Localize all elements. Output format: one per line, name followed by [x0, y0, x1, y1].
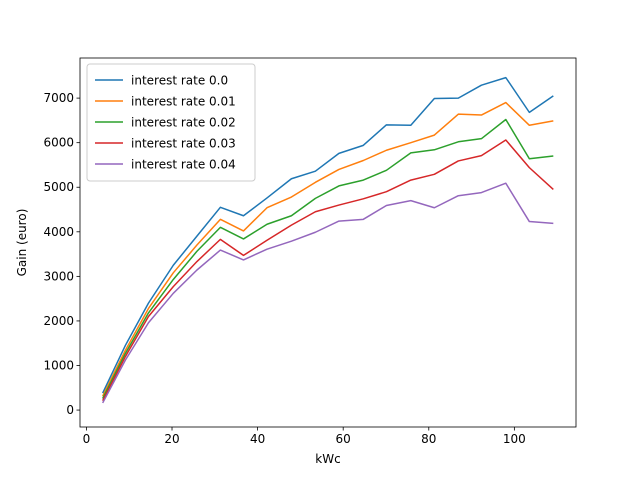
y-tick-label: 3000 — [43, 269, 74, 283]
y-tick-label: 4000 — [43, 225, 74, 239]
y-tick-label: 6000 — [43, 136, 74, 150]
y-tick-label: 0 — [66, 403, 74, 417]
series-line-2 — [102, 118, 554, 399]
x-tick-label: 100 — [503, 432, 526, 446]
series-lines — [102, 76, 554, 404]
series-line-1 — [102, 101, 554, 397]
x-tick-label: 80 — [421, 432, 436, 446]
legend-box — [86, 63, 256, 182]
y-tick-label: 5000 — [43, 180, 74, 194]
y-axis-ticks: 0 1000 2000 3000 4000 5000 6000 7000 — [43, 91, 80, 417]
legend-label-0: interest rate 0.0 — [131, 74, 228, 88]
x-axis-label: kWc — [315, 452, 340, 466]
x-tick-label: 40 — [250, 432, 265, 446]
legend-label-1: interest rate 0.01 — [131, 95, 236, 109]
y-axis-label: Gain (euro) — [15, 209, 29, 277]
y-tick-label: 2000 — [43, 314, 74, 328]
legend-label-4: interest rate 0.04 — [131, 158, 236, 172]
x-axis-ticks: 0 20 40 60 80 100 — [83, 427, 526, 446]
legend-label-2: interest rate 0.02 — [131, 116, 236, 130]
series-line-0 — [102, 76, 554, 394]
y-tick-label: 7000 — [43, 91, 74, 105]
series-line-3 — [102, 139, 554, 402]
plot-frame — [79, 57, 577, 428]
x-tick-label: 20 — [164, 432, 179, 446]
series-line-4 — [102, 182, 554, 404]
legend: interest rate 0.0 interest rate 0.01 inter… — [86, 63, 256, 182]
legend-label-3: interest rate 0.03 — [131, 137, 236, 151]
y-tick-label: 1000 — [43, 359, 74, 373]
x-tick-label: 0 — [83, 432, 91, 446]
x-tick-label: 60 — [336, 432, 351, 446]
